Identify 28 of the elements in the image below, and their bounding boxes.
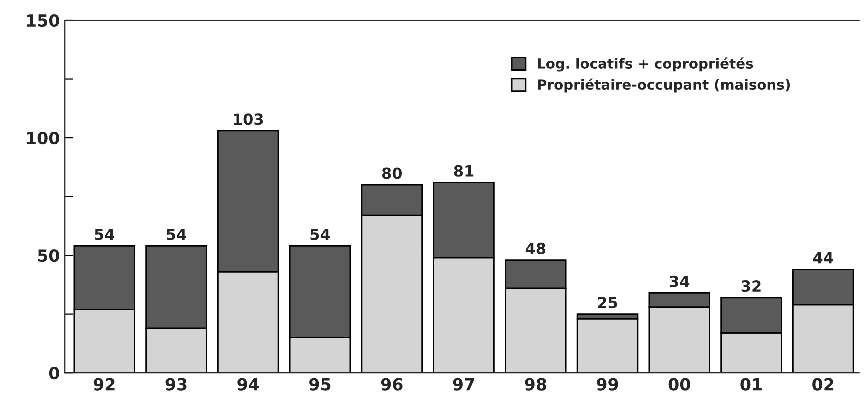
x-tick-label: 00	[668, 378, 690, 391]
x-tick-label: 95	[310, 378, 331, 391]
legend-label: Log. locatifs + copropriétés	[538, 58, 754, 72]
x-tick-label: 98	[525, 378, 546, 391]
y-tick-label: 100	[27, 132, 60, 145]
x-tick-label: 96	[381, 378, 403, 391]
total-label: 54	[167, 229, 186, 240]
legend-label: Propriétaire-occupant (maisons)	[538, 78, 790, 93]
total-label: 32	[742, 280, 761, 292]
total-label: 54	[310, 229, 330, 240]
x-tick-label: 94	[238, 378, 260, 391]
total-label: 44	[813, 252, 834, 264]
y-tick-label: 50	[38, 250, 60, 262]
y-tick-label: 150	[27, 14, 60, 28]
total-label: 81	[454, 165, 474, 177]
total-label: 48	[526, 242, 546, 254]
total-label: 54	[95, 229, 115, 240]
total-label: 34	[670, 276, 690, 288]
x-tick-label: 02	[812, 378, 834, 391]
y-tick-label: 0	[49, 367, 60, 380]
x-tick-label: 93	[166, 378, 187, 391]
total-label: 103	[234, 114, 264, 126]
x-tick-label: 01	[740, 378, 762, 391]
x-tick-label: 99	[597, 378, 618, 391]
total-label: 80	[382, 168, 402, 180]
x-tick-label: 92	[94, 378, 115, 391]
x-tick-label: 97	[453, 378, 474, 391]
total-label: 25	[598, 296, 618, 309]
